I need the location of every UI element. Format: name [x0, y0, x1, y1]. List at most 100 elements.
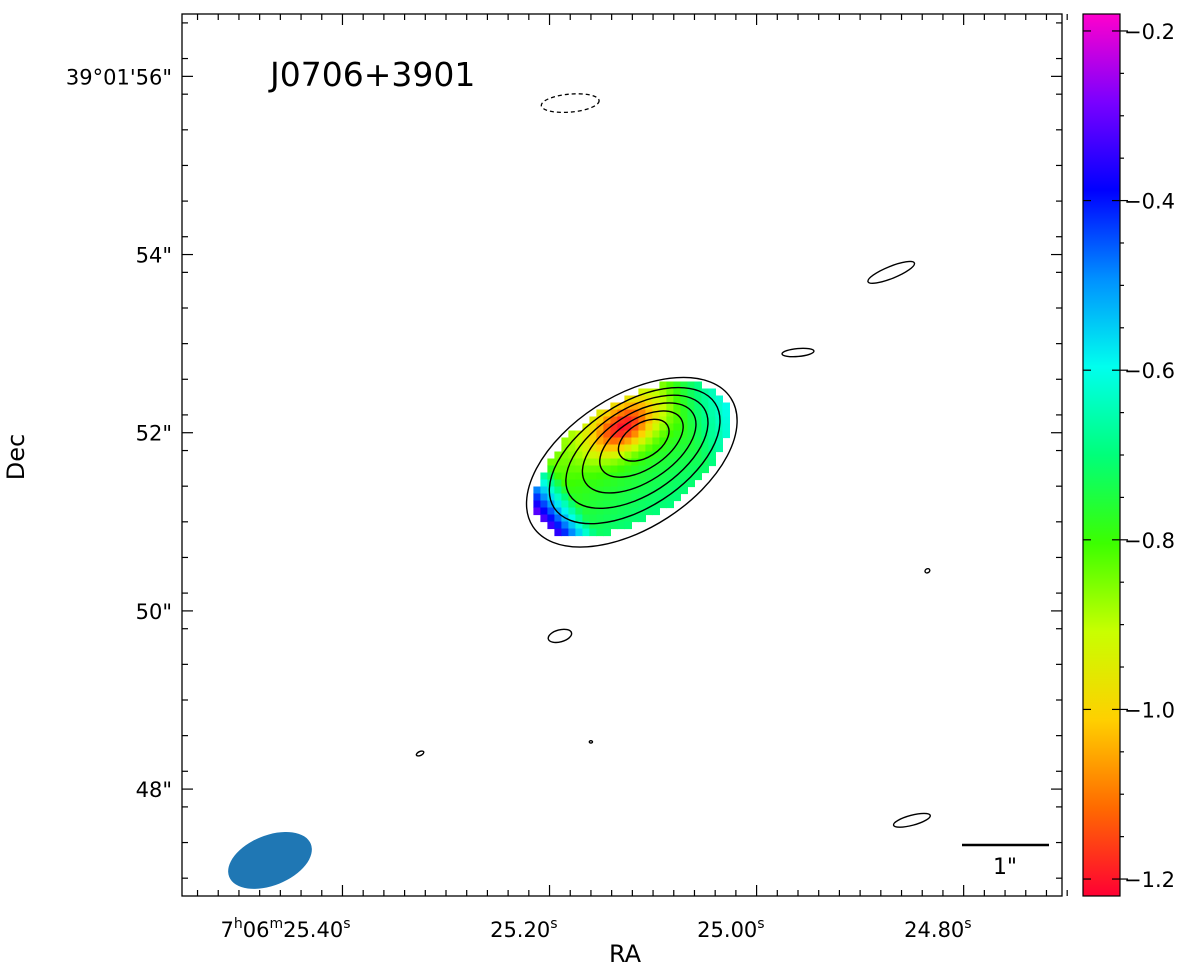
- spectral-index-pixel: [680, 430, 688, 439]
- spectral-index-pixel: [561, 507, 569, 516]
- spectral-index-pixel: [554, 486, 562, 495]
- spectral-index-pixel: [540, 472, 548, 481]
- spectral-index-pixel: [589, 514, 597, 523]
- spectral-index-pixel: [617, 486, 625, 495]
- spectral-index-pixel: [533, 486, 541, 495]
- spectral-index-pixel: [715, 402, 723, 411]
- spectral-index-pixel: [645, 479, 653, 488]
- spectral-index-pixel: [659, 500, 667, 509]
- spectral-index-pixel: [680, 437, 688, 446]
- spectral-index-pixel: [645, 493, 653, 502]
- spectral-index-pixel: [666, 423, 674, 432]
- colorbar-tick-label: −0.2: [1124, 20, 1175, 44]
- spectral-index-pixel: [680, 416, 688, 425]
- spectral-index-pixel: [582, 507, 590, 516]
- spectral-index-pixel: [575, 507, 583, 516]
- y-tick-label: 48": [136, 778, 172, 802]
- spectral-index-pixel: [652, 493, 660, 502]
- spectral-index-pixel: [659, 486, 667, 495]
- spectral-index-pixel: [589, 500, 597, 509]
- spectral-index-pixel: [708, 416, 716, 425]
- contour-level: [581, 402, 697, 494]
- spectral-index-pixel: [624, 444, 632, 453]
- spectral-index-pixel: [638, 423, 646, 432]
- y-tick-label: 39°01'56": [66, 65, 172, 89]
- colorbar: [1083, 14, 1120, 896]
- spectral-index-pixel: [561, 486, 569, 495]
- spectral-index-pixel: [610, 458, 618, 467]
- spectral-index-pixel: [673, 486, 681, 495]
- spectral-index-pixel: [701, 444, 709, 453]
- spectral-index-pixel: [547, 479, 555, 488]
- spectral-index-pixel: [554, 465, 562, 474]
- spectral-index-pixel: [554, 528, 562, 537]
- spectral-index-pixel: [687, 395, 695, 404]
- spectral-index-pixel: [610, 451, 618, 460]
- spectral-index-pixel: [547, 493, 555, 502]
- spectral-index-pixel: [568, 465, 576, 474]
- spectral-index-pixel: [596, 430, 604, 439]
- spectral-index-pixel: [610, 486, 618, 495]
- spectral-index-pixel: [596, 472, 604, 481]
- spectral-index-pixel: [575, 465, 583, 474]
- colorbar-tick-label: −0.8: [1124, 529, 1175, 553]
- spectral-index-pixel: [680, 444, 688, 453]
- spectral-index-pixel: [694, 388, 702, 397]
- spectral-index-pixel: [554, 500, 562, 509]
- spectral-index-pixel: [547, 486, 555, 495]
- spectral-index-pixel: [701, 458, 709, 467]
- y-axis-label: Dec: [2, 434, 30, 480]
- scale-bar: 1": [962, 843, 1049, 880]
- spectral-index-pixel: [617, 465, 625, 474]
- spectral-index-pixel: [645, 444, 653, 453]
- spectral-index-pixel: [701, 430, 709, 439]
- spectral-index-pixel: [582, 465, 590, 474]
- spectral-index-pixel: [631, 493, 639, 502]
- spectral-index-pixel: [638, 395, 646, 404]
- spectral-index-pixel: [617, 416, 625, 425]
- spectral-index-pixel: [582, 437, 590, 446]
- spectral-index-pixel: [680, 451, 688, 460]
- spectral-index-pixel: [638, 472, 646, 481]
- spectral-index-pixel: [610, 465, 618, 474]
- spectral-index-pixel: [666, 444, 674, 453]
- spectral-index-pixel: [533, 500, 541, 509]
- spectral-index-pixel: [638, 402, 646, 411]
- spectral-index-pixel: [631, 437, 639, 446]
- spectral-index-pixel: [589, 458, 597, 467]
- spectral-index-pixel: [631, 402, 639, 411]
- spectral-index-pixel: [631, 500, 639, 509]
- spectral-index-pixel: [687, 430, 695, 439]
- spectral-index-pixel: [673, 444, 681, 453]
- x-tick-label: 7h06m25.40s: [220, 916, 350, 942]
- spectral-index-pixel: [631, 451, 639, 460]
- spectral-index-pixel: [603, 486, 611, 495]
- spectral-index-pixel: [547, 465, 555, 474]
- spectral-index-pixel: [589, 444, 597, 453]
- spectral-index-pixel: [722, 402, 730, 411]
- spectral-index-pixel: [568, 514, 576, 523]
- spectral-index-pixel: [568, 458, 576, 467]
- spectral-index-pixel: [547, 521, 555, 530]
- spectral-index-pixel: [603, 465, 611, 474]
- spectral-index-pixel: [652, 395, 660, 404]
- spectral-index-pixel: [582, 486, 590, 495]
- spectral-index-pixel: [589, 479, 597, 488]
- spectral-index-pixel: [666, 465, 674, 474]
- spectral-index-pixel: [540, 514, 548, 523]
- spectral-index-pixel: [645, 486, 653, 495]
- spectral-index-pixel: [561, 465, 569, 474]
- spectral-index-pixel: [610, 402, 618, 411]
- spectral-index-pixel: [715, 444, 723, 453]
- spectral-index-pixel: [603, 528, 611, 537]
- spectral-index-pixel: [673, 395, 681, 404]
- spectral-index-pixel: [666, 416, 674, 425]
- spectral-index-pixel: [659, 423, 667, 432]
- spectral-index-pixel: [680, 388, 688, 397]
- spectral-index-pixel: [673, 493, 681, 502]
- contour-island: [924, 567, 931, 574]
- spectral-index-pixel: [659, 451, 667, 460]
- spectral-index-pixel: [701, 423, 709, 432]
- spectral-index-pixel: [610, 444, 618, 453]
